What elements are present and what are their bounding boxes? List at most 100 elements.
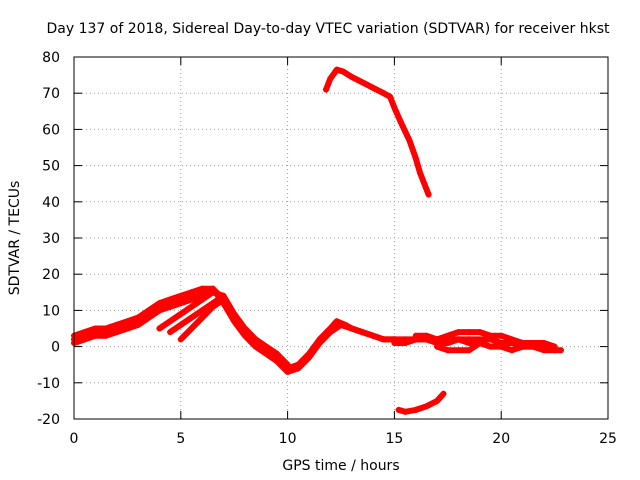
data-point [530, 343, 537, 350]
data-point [498, 332, 505, 339]
data-point [380, 90, 387, 97]
data-point [417, 169, 424, 176]
data-point [508, 336, 515, 343]
data-point [391, 104, 398, 111]
data-point [135, 314, 142, 321]
data-point [487, 332, 494, 339]
data-point [540, 347, 547, 354]
y-axis-label: SDTVAR / TECUs [7, 181, 23, 296]
data-point [519, 343, 526, 350]
data-point [252, 336, 259, 343]
data-point [455, 347, 462, 354]
data-point [199, 296, 206, 303]
data-point [455, 336, 462, 343]
y-tick-label: 30 [42, 231, 60, 247]
data-point [423, 403, 430, 410]
data-point [252, 343, 259, 350]
data-point [333, 318, 340, 325]
data-point [387, 93, 394, 100]
data-point [370, 84, 377, 91]
data-point [167, 329, 174, 336]
y-tick-label: -20 [37, 412, 60, 428]
data-point [402, 408, 409, 415]
series-arc-low [395, 390, 447, 415]
data-point [498, 343, 505, 350]
data-point [81, 336, 88, 343]
data-point [124, 325, 131, 332]
data-point [305, 354, 312, 361]
x-axis-label: GPS time / hours [282, 458, 399, 474]
data-point [406, 137, 413, 144]
data-point [177, 292, 184, 299]
data-point [156, 300, 163, 307]
data-point [284, 361, 291, 368]
data-point [156, 325, 163, 332]
y-tick-label: 50 [42, 159, 60, 175]
series-arc-tail-3 [434, 339, 558, 354]
data-point [348, 73, 355, 80]
x-tick-label: 10 [279, 431, 297, 447]
y-tick-label: 10 [42, 303, 60, 319]
data-point [359, 79, 366, 86]
data-point [380, 336, 387, 343]
data-point [423, 332, 430, 339]
chart-title: Day 137 of 2018, Sidereal Day-to-day VTE… [47, 21, 610, 37]
data-point [338, 321, 344, 328]
data-point [263, 350, 270, 357]
data-point [466, 329, 473, 336]
data-point [113, 329, 120, 336]
series-arc-rise-3 [177, 296, 227, 343]
data-point [359, 329, 366, 336]
data-layer [71, 66, 565, 415]
data-point [476, 339, 483, 346]
data-point [188, 314, 195, 321]
data-point [103, 332, 110, 339]
data-point [124, 318, 131, 325]
data-point [188, 303, 195, 310]
data-point [348, 325, 355, 332]
data-point [412, 406, 419, 413]
data-point [145, 314, 152, 321]
data-point [209, 303, 216, 310]
data-point [540, 339, 547, 346]
series-arc-tail-2 [412, 329, 558, 350]
series-arc-high [323, 66, 432, 198]
data-point [316, 339, 323, 346]
y-tick-label: 80 [42, 50, 60, 66]
data-point [177, 336, 184, 343]
data-point [81, 329, 88, 336]
x-tick-label: 15 [385, 431, 403, 447]
data-point [199, 307, 206, 314]
data-point [241, 325, 248, 332]
data-point [323, 86, 330, 93]
data-point [476, 329, 483, 336]
data-point [466, 347, 473, 354]
data-point [263, 343, 270, 350]
data-point [434, 336, 441, 343]
data-point [167, 296, 174, 303]
data-point [199, 285, 206, 292]
data-point [370, 332, 377, 339]
data-point [156, 307, 163, 314]
data-point [434, 397, 441, 404]
data-point [558, 347, 565, 354]
data-point [340, 68, 347, 75]
series-line [323, 66, 432, 198]
data-point [92, 325, 99, 332]
data-point [135, 321, 142, 328]
data-point [177, 321, 184, 328]
data-point [395, 406, 402, 413]
data-point [333, 66, 340, 73]
data-point [241, 332, 248, 339]
data-point [421, 180, 428, 187]
series-arc-rise-1 [156, 289, 216, 332]
data-point [444, 347, 451, 354]
data-point [199, 314, 206, 321]
data-point [231, 311, 238, 318]
y-tick-label: 20 [42, 267, 60, 283]
data-point [220, 296, 227, 303]
data-point [434, 343, 441, 350]
data-point [145, 307, 152, 314]
data-point [397, 119, 404, 126]
